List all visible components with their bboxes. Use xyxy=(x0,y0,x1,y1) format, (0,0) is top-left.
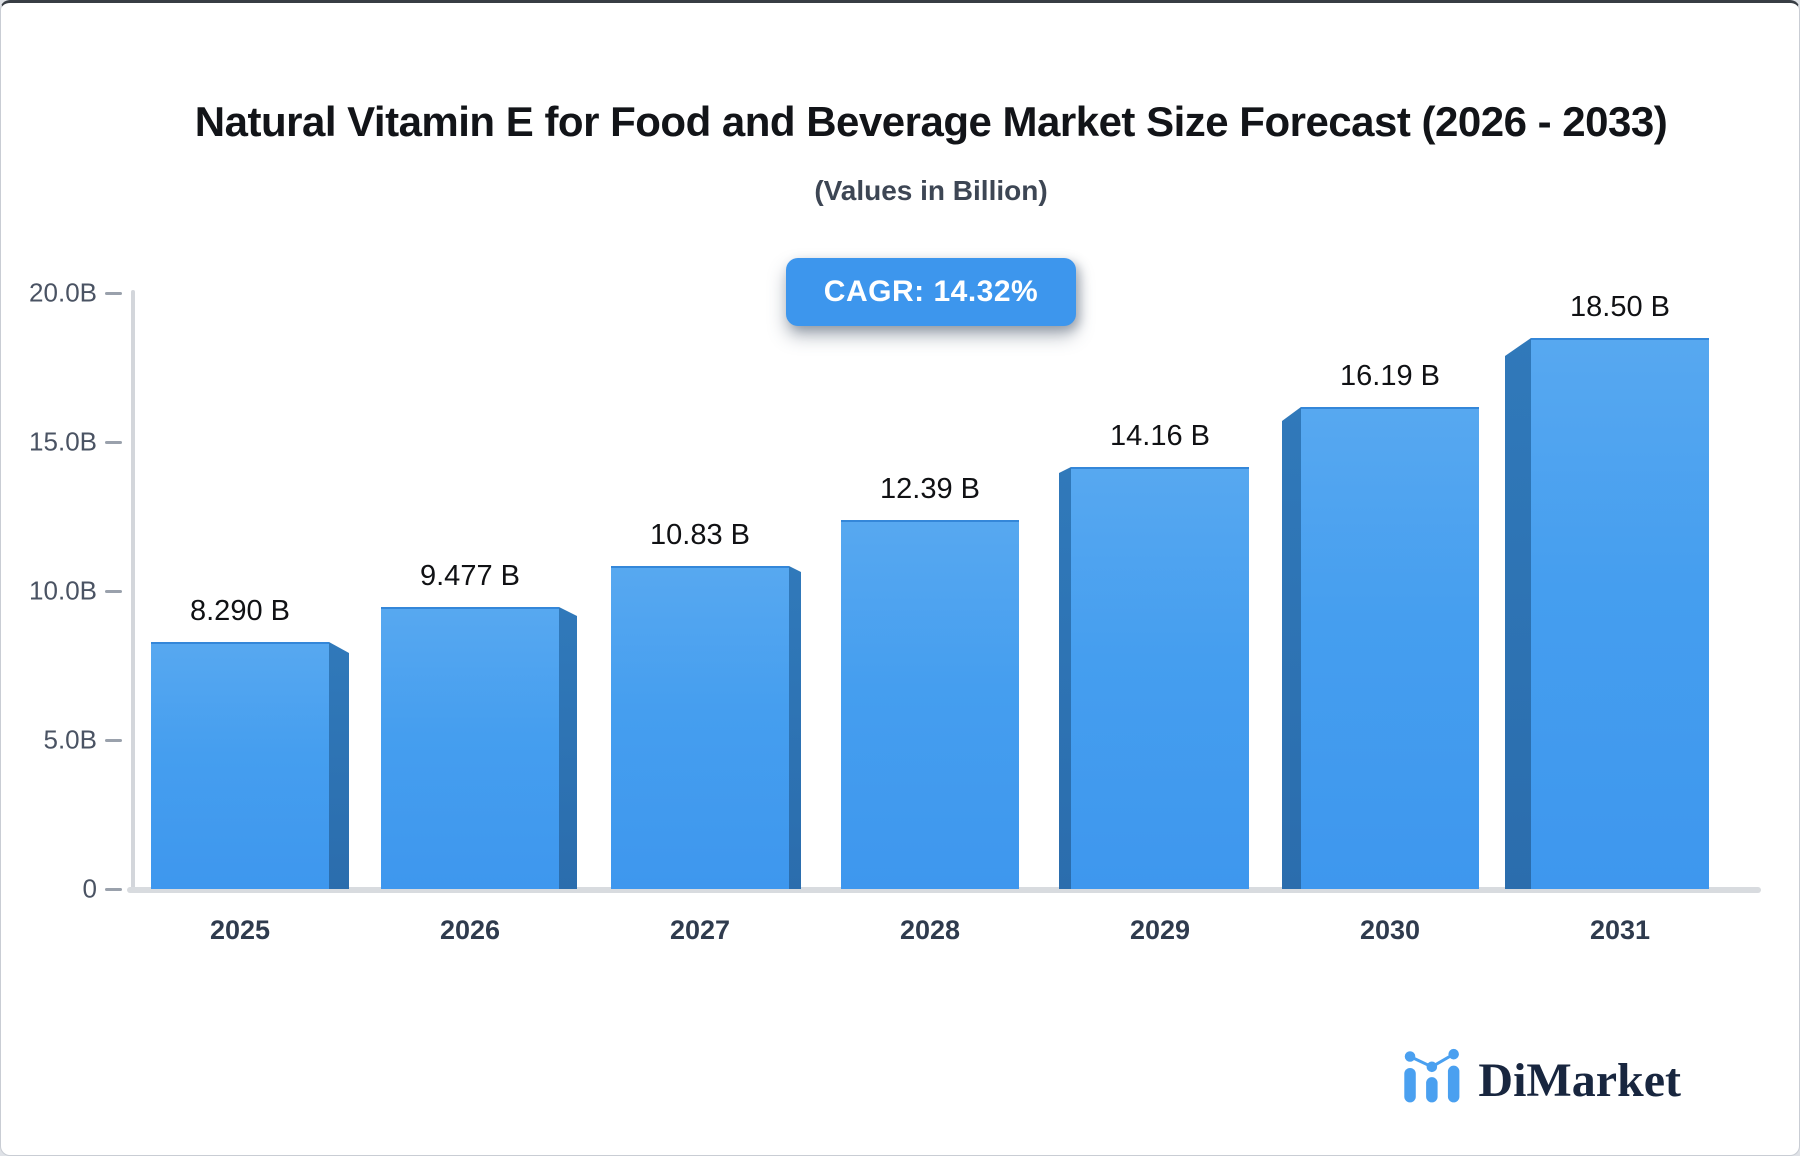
bar-value-label: 16.19 B xyxy=(1340,360,1440,392)
brand-logo: DiMarket xyxy=(1402,1047,1681,1105)
bar-side-face xyxy=(1505,338,1531,889)
bar-side-face xyxy=(559,607,577,889)
bar-2031 xyxy=(1531,338,1709,889)
brand-logo-text: DiMarket xyxy=(1478,1054,1681,1107)
y-tick-mark xyxy=(105,590,122,593)
y-tick-mark xyxy=(105,441,122,444)
bar-value-label: 12.39 B xyxy=(880,473,980,505)
bar-2028 xyxy=(841,520,1019,889)
bar-value-label: 14.16 B xyxy=(1110,420,1210,452)
x-axis-label-2026: 2026 xyxy=(439,915,501,945)
x-axis-label-2030: 2030 xyxy=(1359,915,1421,945)
x-axis-label-2031: 2031 xyxy=(1589,915,1651,945)
cagr-badge: CAGR: 14.32% xyxy=(785,258,1077,326)
y-tick-label: 20.0B xyxy=(29,277,97,308)
chart-subtitle: (Values in Billion) xyxy=(814,175,1048,206)
bar-value-label: 18.50 B xyxy=(1570,291,1670,323)
bar-value-label: 10.83 B xyxy=(650,519,750,551)
bar-side-face xyxy=(1282,407,1301,889)
bar-2030 xyxy=(1301,407,1479,889)
bar-2026 xyxy=(381,607,559,889)
cagr-badge-row: CAGR: 14.32% xyxy=(31,258,1799,326)
y-tick-mark xyxy=(105,888,122,891)
chart-title: Natural Vitamin E for Food and Beverage … xyxy=(194,98,1668,145)
plot-area: 20.0B 15.0B 10.0B 5.0B 0 8.290 B 9.477 B 10.83… xyxy=(1,3,1799,1155)
x-axis-label-2025: 2025 xyxy=(209,915,271,945)
y-tick-label: 0 xyxy=(82,873,97,904)
x-axis-label-2029: 2029 xyxy=(1129,915,1191,945)
bar-side-face xyxy=(329,642,349,889)
bar-2025 xyxy=(151,642,329,889)
bar-chart-logo-icon xyxy=(1404,1048,1460,1103)
y-tick-mark xyxy=(105,292,122,295)
bar-2027 xyxy=(611,566,789,889)
y-tick-label: 10.0B xyxy=(29,575,97,606)
y-tick-mark xyxy=(105,739,122,742)
x-axis-label-2028: 2028 xyxy=(899,915,961,945)
bar-side-face xyxy=(1059,467,1071,889)
bar-value-label: 8.290 B xyxy=(190,595,290,627)
x-axis-line xyxy=(127,887,1761,893)
bar-value-label: 9.477 B xyxy=(420,560,520,592)
y-tick-label: 5.0B xyxy=(43,724,98,755)
y-axis-line xyxy=(131,290,135,891)
y-tick-label: 15.0B xyxy=(29,426,97,457)
bar-side-face xyxy=(789,566,801,889)
x-axis-label-2027: 2027 xyxy=(669,915,731,945)
bar-2029 xyxy=(1071,467,1249,889)
